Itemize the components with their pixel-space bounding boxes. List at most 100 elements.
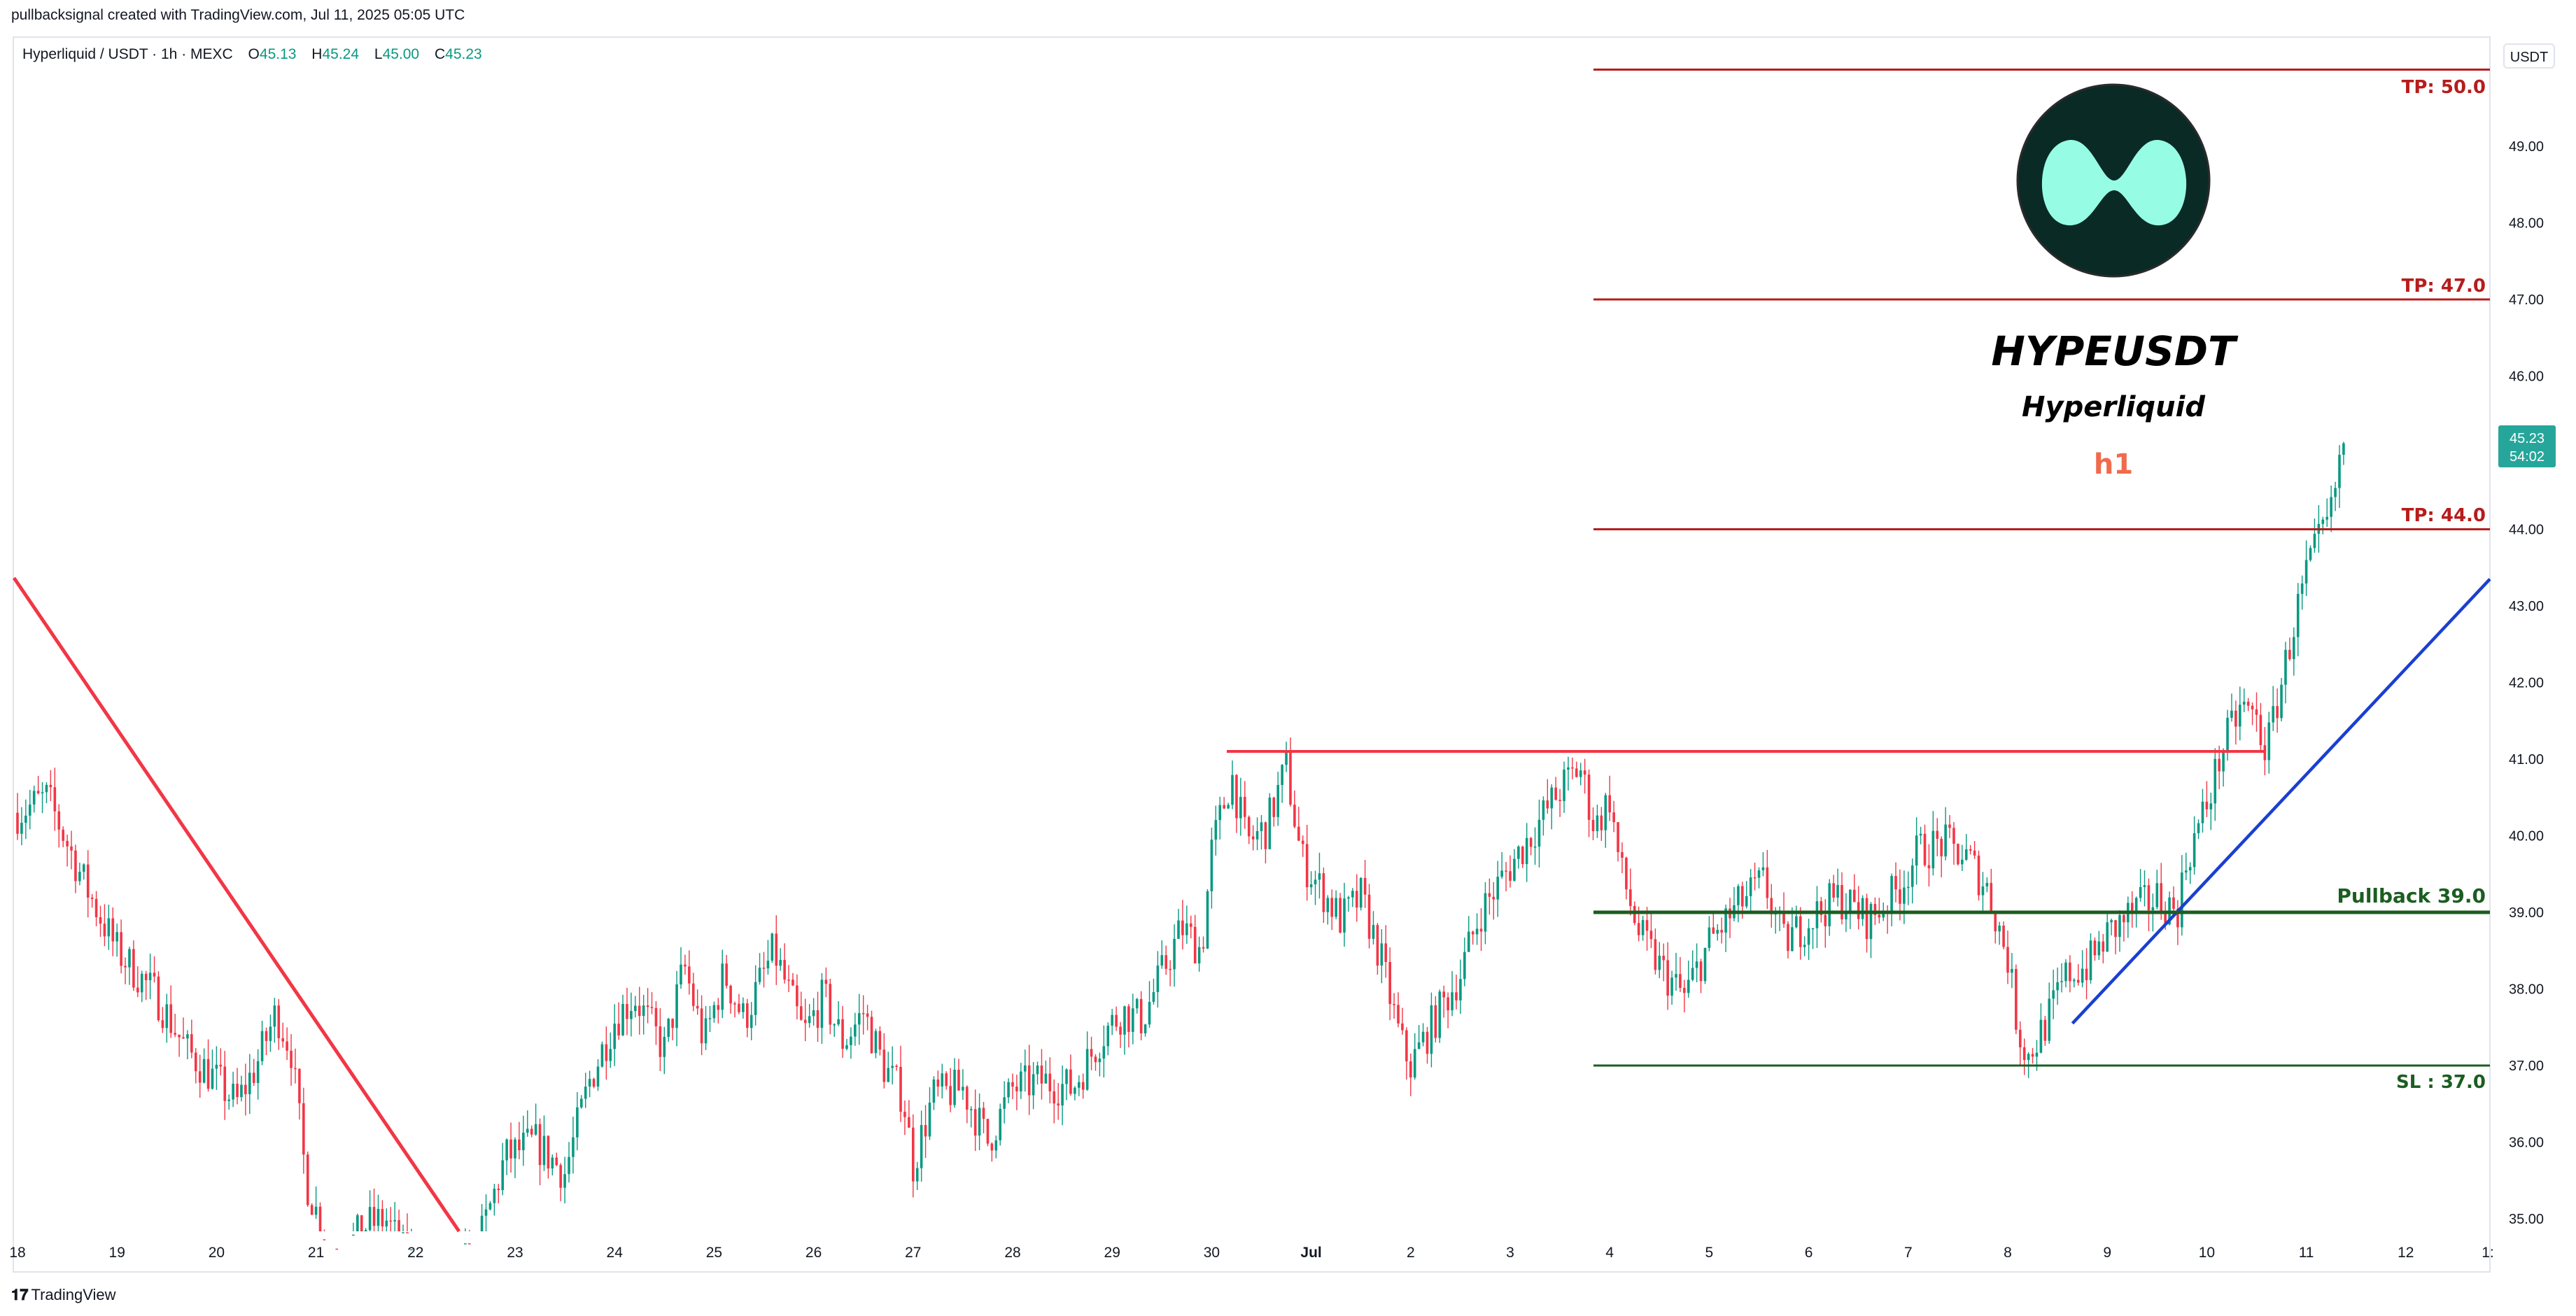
candle-body (2309, 548, 2312, 560)
candle-body (969, 1109, 973, 1110)
time-tick-label: 30 (1204, 1245, 1220, 1261)
candle-body (1053, 1091, 1056, 1104)
candle-body (762, 968, 766, 969)
currency-button[interactable]: USDT (2503, 43, 2555, 69)
candle-body (2022, 1047, 2026, 1061)
candle-body (1285, 751, 1288, 765)
candle-body (2181, 872, 2183, 928)
price-tick-label: 49.00 (2509, 139, 2544, 155)
price-tick-label: 39.00 (2509, 905, 2544, 921)
candle-body (1795, 916, 1798, 928)
candle-body (779, 960, 782, 966)
candle-body (542, 1135, 546, 1166)
candle-body (725, 963, 728, 986)
candle-body (49, 784, 52, 788)
candle-body (738, 1003, 740, 1012)
candle-body (314, 1206, 318, 1215)
candle-body (1637, 923, 1640, 935)
candle-body (932, 1080, 936, 1103)
candle-body (986, 1119, 990, 1144)
candle-body (144, 973, 148, 981)
timeframe-label: h1 (2094, 448, 2133, 481)
price-tick-label: 38.00 (2509, 982, 2544, 998)
candle-body (866, 1013, 869, 1017)
high-value: 45.24 (322, 46, 360, 62)
candle-body (1832, 883, 1835, 898)
candle-body (1467, 931, 1470, 952)
candle-body (1343, 898, 1346, 933)
candle-body (1649, 931, 1653, 940)
candle-body (215, 1064, 218, 1069)
candle-body (290, 1050, 293, 1068)
candle-body (2060, 981, 2063, 982)
candle-body (2276, 706, 2279, 719)
candle-body (854, 1024, 857, 1037)
candle-body (240, 1084, 243, 1098)
candle-body (1873, 904, 1877, 915)
candle-body (646, 1005, 649, 1007)
candle-body (1787, 924, 1789, 951)
candle-body (1529, 837, 1533, 847)
candle-body (957, 1070, 960, 1091)
candle-body (66, 840, 69, 847)
candle-body (2300, 583, 2304, 594)
candle-body (605, 1044, 608, 1061)
price-tick-label: 47.00 (2509, 292, 2544, 308)
candle-body (1372, 925, 1375, 939)
candle-body (766, 961, 770, 969)
candle-body (1907, 886, 1910, 889)
tradingview-logo-icon: 𝟏𝟕 (11, 1287, 29, 1304)
candle-body (908, 1117, 910, 1128)
candle-body (841, 1019, 844, 1049)
candle-body (1335, 898, 1337, 917)
candle-body (1297, 826, 1300, 841)
candle-body (1322, 873, 1325, 912)
time-tick-label: 22 (407, 1245, 423, 1261)
candle-body (1314, 879, 1317, 885)
candle-body (1741, 886, 1744, 907)
candle-body (1326, 898, 1330, 912)
candle-body (1533, 847, 1537, 848)
candle-body (198, 1071, 202, 1083)
candle-body (62, 829, 64, 841)
candle-body (717, 1005, 720, 1010)
candle-body (74, 850, 77, 882)
candle-body (45, 784, 48, 793)
candle-body (480, 1215, 484, 1231)
candle-body (1903, 887, 1906, 904)
candle-body (2176, 908, 2179, 928)
candle-body (1065, 1069, 1068, 1084)
candle-body (912, 1127, 915, 1182)
candle-body (277, 1005, 281, 1039)
candle-body (2201, 801, 2204, 823)
time-tick-label: 11 (2299, 1245, 2314, 1261)
candle-body (244, 1084, 247, 1094)
candle-body (1251, 836, 1255, 840)
candle-body (1757, 870, 1761, 878)
created-by-text: pullbacksignal created with TradingView.… (11, 7, 465, 23)
candle-body (600, 1044, 604, 1067)
candle-body (501, 1160, 505, 1191)
candle-body (1500, 870, 1503, 877)
candle-body (936, 1080, 940, 1087)
symbol-name[interactable]: Hyperliquid / USDT · 1h · MEXC (22, 46, 233, 62)
candle-body (1301, 840, 1304, 844)
candle-body (1139, 999, 1143, 1033)
candle-body (20, 823, 23, 834)
candle-body (1899, 889, 1901, 904)
hyperliquid-logo (2016, 83, 2211, 278)
candle-body (36, 791, 40, 793)
candle-body (157, 976, 160, 1021)
time-axis: 18 19 20 21 22 23 24 25 26 27 28 29 30 Jul 2 3 4 5 6 7 8 9 10 1… (9, 1245, 2493, 1261)
chart-frame[interactable] (13, 36, 2491, 1273)
candle-body (667, 1019, 670, 1038)
candle-body (2064, 962, 2067, 982)
candle-body (335, 1248, 339, 1250)
chart-subtitle: Hyperliquid (2022, 391, 2205, 423)
candle-body (2325, 516, 2329, 520)
tradingview-footer[interactable]: 𝟏𝟕 TradingView (11, 1286, 116, 1304)
candle-body (1111, 1014, 1113, 1026)
candle-body (1081, 1082, 1085, 1090)
candle-body (2293, 637, 2295, 660)
